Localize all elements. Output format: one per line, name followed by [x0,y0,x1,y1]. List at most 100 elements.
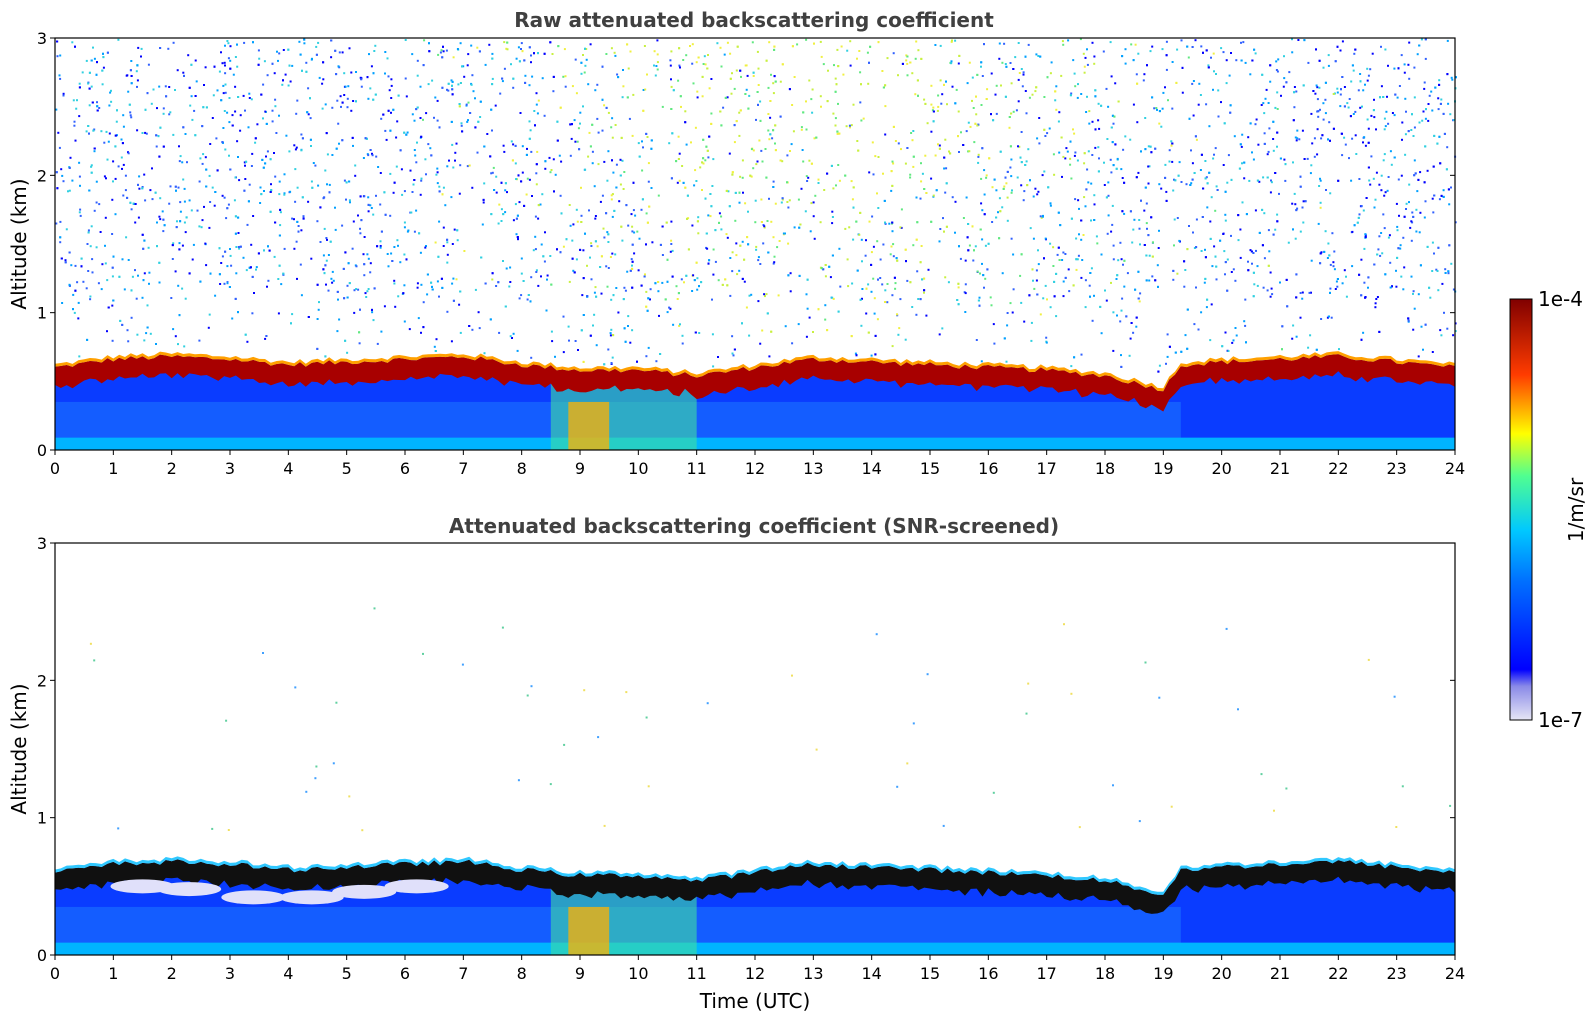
noise-speckle [1447,270,1450,273]
noise-speckle [87,270,90,272]
noise-speckle [589,334,592,337]
noise-speckle [460,124,463,127]
noise-speckle [1444,268,1447,271]
noise-speckle [1263,257,1266,260]
noise-speckle [1211,265,1214,268]
noise-speckle [709,215,712,218]
noise-speckle [174,89,176,91]
surface-layer [55,437,1455,450]
noise-speckle [91,101,94,104]
noise-speckle [1011,189,1013,192]
noise-speckle [1135,73,1138,76]
noise-speckle [1319,179,1322,182]
noise-speckle [343,94,346,96]
noise-speckle [198,225,201,228]
noise-speckle [1223,250,1226,253]
noise-speckle [1405,208,1407,210]
noise-speckle [1065,147,1068,150]
noise-speckle [448,159,450,162]
noise-speckle [1168,345,1171,348]
noise-speckle [77,317,80,320]
noise-speckle [1341,154,1344,157]
noise-speckle [1133,218,1136,221]
noise-speckle [1361,105,1363,108]
noise-speckle [491,52,494,55]
noise-speckle [733,124,736,127]
noise-speckle [467,119,469,122]
noise-speckle [1198,82,1201,85]
noise-speckle [403,284,406,287]
noise-speckle [506,191,508,194]
x-tick-label: 13 [803,459,823,478]
noise-speckle [629,269,632,272]
noise-speckle [919,261,922,264]
noise-speckle [992,323,995,326]
noise-speckle [1302,200,1305,203]
noise-speckle [891,160,894,163]
noise-speckle [209,272,212,275]
noise-speckle [1264,97,1267,100]
noise-speckle [221,194,224,197]
noise-speckle [68,251,71,254]
noise-speckle [228,286,231,288]
noise-speckle [388,89,391,92]
noise-speckle [583,689,586,692]
noise-speckle [899,226,902,229]
noise-speckle [380,117,383,120]
noise-speckle [183,221,186,224]
noise-speckle [593,291,596,294]
noise-speckle [763,226,766,229]
noise-speckle [1273,809,1275,812]
noise-speckle [259,202,262,204]
noise-speckle [554,173,557,176]
noise-speckle [710,205,713,208]
noise-speckle [1281,348,1283,351]
noise-speckle [1008,116,1011,118]
noise-speckle [1086,48,1088,51]
noise-speckle [134,221,137,224]
noise-speckle [1003,42,1006,45]
noise-speckle [920,245,923,247]
noise-speckle [379,240,382,243]
noise-speckle [373,287,376,290]
noise-speckle [695,261,698,264]
noise-speckle [486,133,489,135]
x-tick-label: 23 [1386,459,1406,478]
noise-speckle [136,64,139,67]
noise-speckle [1077,199,1080,202]
noise-speckle [563,743,566,746]
raw-panel-title: Raw attenuated backscattering coefficien… [514,8,994,32]
noise-speckle [942,824,945,827]
noise-speckle [1193,323,1196,326]
noise-speckle [844,174,847,177]
noise-speckle [874,353,877,356]
noise-speckle [1205,176,1208,179]
noise-speckle [335,73,338,76]
noise-speckle [1147,234,1150,237]
noise-speckle [1132,103,1135,106]
noise-speckle [104,244,106,247]
y-tick-label: 1 [37,809,47,828]
noise-speckle [527,294,530,296]
noise-speckle [606,179,609,182]
noise-speckle [752,149,755,152]
noise-speckle [1030,339,1033,342]
noise-speckle [1366,118,1369,121]
noise-speckle [884,222,887,225]
noise-speckle [1318,59,1321,62]
noise-speckle [657,290,660,293]
noise-speckle [179,155,182,158]
noise-speckle [1080,276,1083,279]
noise-speckle [914,57,917,60]
noise-speckle [808,79,811,82]
noise-speckle [146,304,149,307]
noise-speckle [632,181,635,184]
noise-speckle [1213,153,1215,156]
noise-speckle [819,95,822,98]
noise-speckle [886,283,889,285]
noise-speckle [1313,137,1316,140]
noise-speckle [264,110,267,113]
noise-speckle [403,221,406,224]
noise-speckle [458,303,461,306]
noise-speckle [416,106,419,109]
